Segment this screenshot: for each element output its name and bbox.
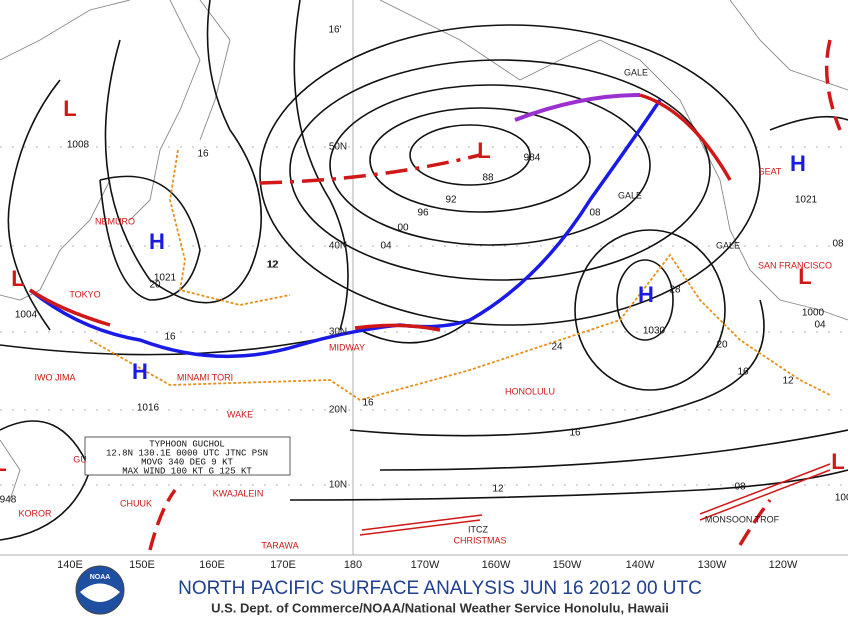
place-name: CHRISTMAS [453, 535, 506, 545]
pressure-symbol: L [11, 266, 24, 291]
pressure-value: 1021 [795, 195, 818, 206]
pressure-value: 1008 [67, 140, 90, 151]
pressure-symbol: H [149, 229, 165, 254]
pressure-symbol: L [63, 96, 76, 121]
isobar-label: 16 [197, 149, 209, 160]
place-name: TOKYO [69, 289, 100, 299]
isobar-label: 08 [832, 239, 844, 250]
isobar-label: 04 [814, 320, 826, 331]
typhoon-text: 12.8N 130.1E 0000 UTC JTNC PSN [106, 448, 268, 458]
pressure-value: 1016 [137, 403, 160, 414]
isobar-label: 20 [149, 280, 161, 291]
isobar-label: 12 [266, 260, 278, 271]
isobar-label: 20 [716, 340, 728, 351]
isobar-label: 16' [328, 25, 341, 36]
logo-text: NOAA [90, 574, 111, 581]
isobar-label: 16 [362, 398, 374, 409]
pressure-value: 1000 [802, 308, 825, 319]
pressure-symbol: L [798, 264, 811, 289]
pressure-value: 984 [524, 153, 541, 164]
instability-lines [89, 149, 831, 401]
pressure-symbol: H [132, 359, 148, 384]
isobar-label: 16 [164, 332, 176, 343]
pressure-value: 1007 [835, 493, 848, 504]
longitude-label: 140W [626, 559, 655, 571]
pressure-symbol: L [0, 451, 7, 476]
longitude-label: 140E [57, 559, 83, 571]
isobar-label: 12 [267, 260, 279, 271]
latitude-label: 40N [329, 241, 347, 252]
place-name: GU [73, 454, 87, 464]
place-name: SAN FRANCISCO [758, 260, 832, 270]
pressure-symbol: H [790, 151, 806, 176]
isobar-label: 28 [669, 285, 681, 296]
longitude-label: 130W [698, 559, 727, 571]
isobar-label: 24 [551, 342, 563, 353]
isobar-label: 08 [589, 208, 601, 219]
place-name: SEAT [759, 166, 782, 176]
pressure-value: 1021 [154, 273, 177, 284]
place-name: CHUUK [120, 498, 152, 508]
latitude-label: 30N [329, 327, 347, 338]
pressure-value: 948 [0, 495, 17, 506]
isobar-label: 96 [417, 208, 429, 219]
isobar-label: 12 [782, 376, 794, 387]
longitude-label: 150E [129, 559, 155, 571]
longitude-label: 120W [769, 559, 798, 571]
longitude-label: 150W [553, 559, 582, 571]
subtitle: U.S. Dept. of Commerce/NOAA/National Wea… [211, 600, 669, 615]
longitude-label: 160W [482, 559, 511, 571]
typhoon-text: TYPHOON GUCHOL [149, 439, 225, 449]
latitude-label: 10N [329, 480, 347, 491]
pressure-symbol: L [831, 449, 844, 474]
pressure-symbol: H [638, 282, 654, 307]
place-name: TARAWA [261, 540, 298, 550]
feature-label: GALE [618, 190, 642, 200]
isobar-label: 92 [445, 195, 457, 206]
place-name: HONOLULU [505, 386, 555, 396]
feature-label: ITCZ [468, 524, 488, 534]
longitude-label: 170E [270, 559, 296, 571]
title: NORTH PACIFIC SURFACE ANALYSIS JUN 16 20… [178, 578, 702, 599]
graticule [0, 0, 848, 556]
pressure-symbol: L [477, 138, 490, 163]
isobar-label: 16 [737, 367, 749, 378]
typhoon-text: MAX WIND 100 KT G 125 KT [122, 466, 252, 476]
place-name: NEMURO [95, 216, 135, 226]
typhoon-text: MOVG 340 DEG 9 KT [141, 457, 233, 467]
typhoon-box [84, 436, 291, 476]
place-name: MINAMI TORI [177, 372, 233, 382]
isobar-label: 00 [397, 223, 409, 234]
longitude-label: 180 [344, 559, 362, 571]
isobar-label: 16 [569, 428, 581, 439]
latitude-label: 50N [329, 142, 347, 153]
fronts [28, 39, 842, 551]
feature-label: GALE [624, 67, 648, 77]
place-name: KOROR [18, 508, 52, 518]
place-name: KWAJALEIN [213, 488, 264, 498]
coastlines [0, 0, 848, 501]
place-name: MIDWAY [329, 342, 365, 352]
isobar-label: 08 [734, 482, 746, 493]
longitude-label: 170W [411, 559, 440, 571]
isobar-label: 12 [492, 484, 504, 495]
latitude-label: 20N [329, 405, 347, 416]
isobar-label: 04 [380, 241, 392, 252]
pressure-value: 1030 [643, 326, 666, 337]
feature-label: GALE [716, 240, 740, 250]
pressure-value: 1004 [15, 310, 38, 321]
longitude-label: 160E [199, 559, 225, 571]
noaa-logo-bird [80, 583, 120, 602]
place-name: IWO JIMA [35, 372, 76, 382]
isobar-label: 88 [482, 173, 494, 184]
feature-label: MONSOON TROF [705, 514, 780, 524]
place-name: WAKE [227, 409, 253, 419]
